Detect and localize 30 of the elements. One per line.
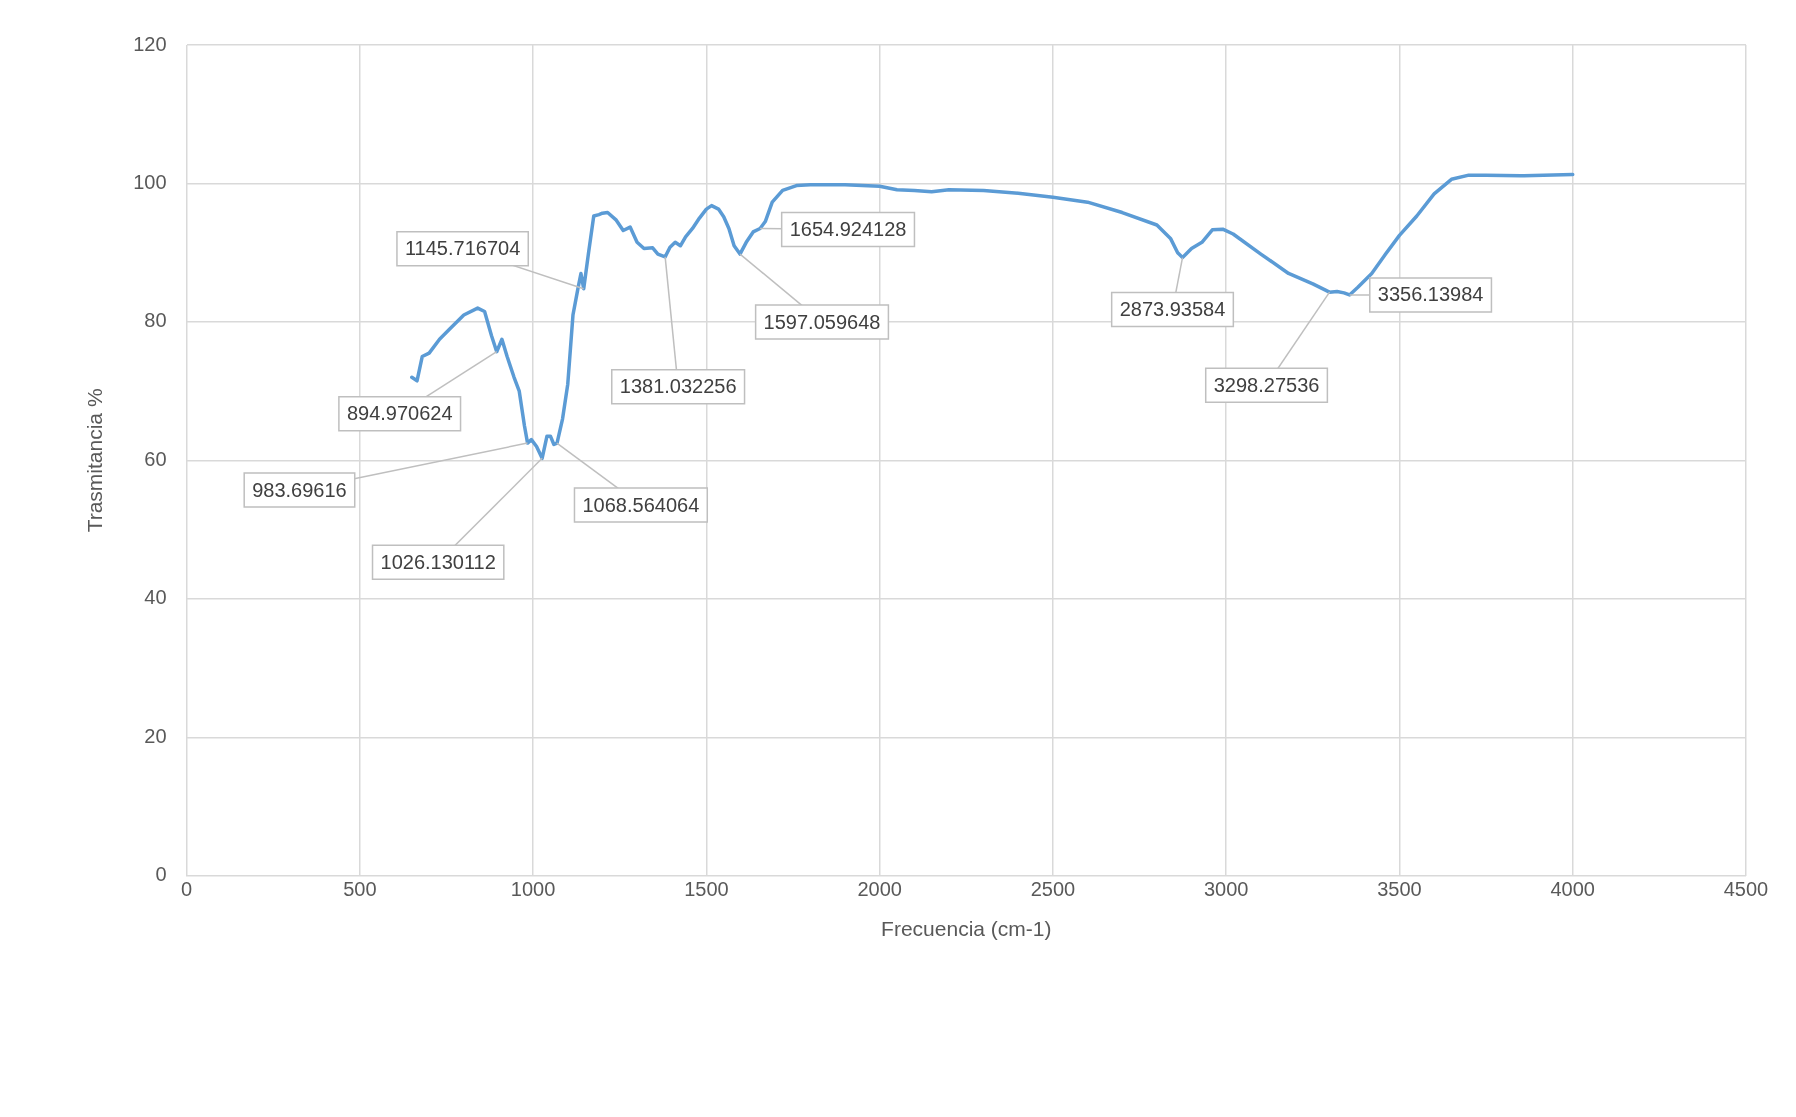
x-tick-label: 3000 <box>1203 878 1249 901</box>
y-axis-title: Trasmitancia % <box>83 388 107 533</box>
y-tick-label: 100 <box>133 170 167 193</box>
annotation: 3298.27536 <box>1213 373 1320 396</box>
x-tick-label: 4000 <box>1550 878 1595 901</box>
annotation: 894.970624 <box>346 402 453 425</box>
annotation: 1068.564064 <box>582 493 700 516</box>
x-tick-label: 4500 <box>1723 878 1769 901</box>
x-tick-label: 0 <box>181 878 193 901</box>
annotation: 983.69616 <box>252 478 347 501</box>
x-tick-label: 500 <box>343 878 377 901</box>
x-tick-label: 3500 <box>1377 878 1422 901</box>
x-tick-label: 1500 <box>684 878 729 901</box>
annotation: 1026.130112 <box>380 550 496 573</box>
x-tick-label: 2000 <box>857 878 902 901</box>
y-tick-label: 40 <box>144 586 167 609</box>
y-tick-label: 80 <box>144 309 167 332</box>
annotation: 3356.13984 <box>1377 283 1484 306</box>
x-tick-label: 2500 <box>1030 878 1076 901</box>
annotation: 2873.93584 <box>1119 298 1226 321</box>
y-tick-label: 0 <box>155 863 167 886</box>
x-tick-label: 1000 <box>510 878 556 901</box>
y-tick-label: 20 <box>144 724 167 747</box>
y-tick-label: 120 <box>133 32 167 55</box>
annotation: 1654.924128 <box>789 217 907 240</box>
y-tick-label: 60 <box>144 447 167 470</box>
annotation: 1597.059648 <box>763 310 881 333</box>
x-axis-title: Frecuencia (cm-1) <box>881 917 1052 941</box>
annotation: 1145.716704 <box>404 237 521 260</box>
annotation: 1381.032256 <box>619 375 737 398</box>
